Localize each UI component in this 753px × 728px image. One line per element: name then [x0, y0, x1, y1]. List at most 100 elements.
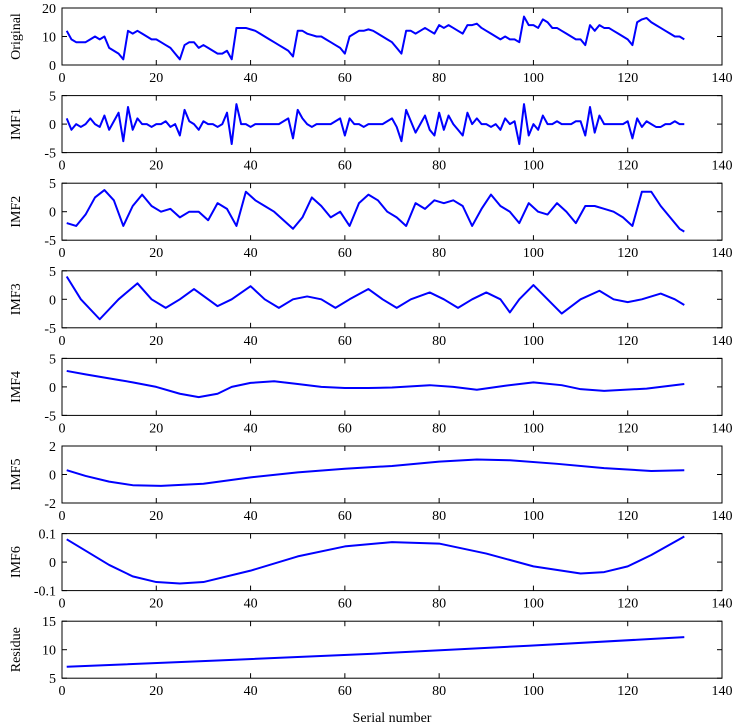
plot-frame — [61, 445, 723, 504]
x-tick-label: 100 — [523, 597, 544, 612]
x-tick-label: 140 — [712, 509, 733, 524]
y-tick-label: 0 — [49, 469, 56, 484]
x-tick-label: 80 — [432, 246, 446, 261]
x-tick-label: 0 — [59, 246, 66, 261]
y-tick-label: 5 — [49, 177, 56, 192]
x-tick-label: 20 — [149, 246, 163, 261]
data-line — [65, 15, 685, 61]
x-tick-label: 120 — [617, 509, 638, 524]
y-tick-label: 0 — [49, 381, 56, 396]
x-tick-label: 0 — [59, 421, 66, 436]
y-tick-label: 0 — [49, 59, 56, 74]
x-tick-label: 80 — [432, 71, 446, 86]
x-tick-label: 120 — [617, 246, 638, 261]
y-tick-label: 2 — [49, 440, 56, 455]
data-line — [66, 636, 685, 668]
x-tick-label: 60 — [338, 334, 352, 349]
x-tick-label: 120 — [617, 421, 638, 436]
data-line — [66, 458, 685, 487]
x-tick-label: 100 — [523, 421, 544, 436]
x-tick-label: 0 — [59, 597, 66, 612]
x-tick-label: 20 — [149, 334, 163, 349]
x-tick-label: 0 — [59, 159, 66, 174]
data-line — [66, 189, 685, 233]
x-tick-label: 40 — [244, 509, 258, 524]
x-axis-label: Serial number — [353, 711, 432, 726]
x-tick-label: 80 — [432, 334, 446, 349]
subplot: 0 20 40 60 80 100 120 140 0 10 20 Original — [9, 2, 733, 86]
y-tick-label: 20 — [42, 2, 56, 17]
x-tick-label: 80 — [432, 597, 446, 612]
x-tick-label: 40 — [244, 159, 258, 174]
x-tick-label: 60 — [338, 597, 352, 612]
x-tick-label: 100 — [523, 334, 544, 349]
y-tick-label: -0.1 — [34, 585, 56, 600]
x-tick-label: 120 — [617, 684, 638, 699]
x-tick-label: 140 — [712, 159, 733, 174]
y-tick-label: 0 — [49, 206, 56, 221]
y-tick-label: -5 — [44, 409, 56, 424]
x-tick-label: 40 — [244, 684, 258, 699]
x-tick-label: 20 — [149, 509, 163, 524]
x-tick-label: 140 — [712, 684, 733, 699]
x-tick-label: 0 — [59, 509, 66, 524]
y-tick-label: 0 — [49, 293, 56, 308]
x-tick-label: 100 — [523, 159, 544, 174]
x-tick-label: 100 — [523, 684, 544, 699]
x-tick-label: 120 — [617, 334, 638, 349]
x-tick-label: 140 — [712, 421, 733, 436]
y-tick-label: 0 — [49, 556, 56, 571]
y-axis-label: Residue — [9, 627, 24, 672]
x-tick-label: 0 — [59, 71, 66, 86]
x-tick-label: 80 — [432, 509, 446, 524]
y-tick-label: -5 — [44, 147, 56, 162]
data-line — [66, 369, 685, 399]
y-tick-label: 5 — [49, 672, 56, 687]
y-axis-label: IMF4 — [9, 371, 24, 403]
x-tick-label: 20 — [149, 421, 163, 436]
x-tick-label: 40 — [244, 246, 258, 261]
y-axis-label: IMF6 — [9, 546, 24, 578]
x-tick-label: 100 — [523, 509, 544, 524]
x-tick-label: 40 — [244, 71, 258, 86]
x-tick-label: 0 — [59, 334, 66, 349]
y-tick-label: -5 — [44, 234, 56, 249]
x-tick-label: 60 — [338, 509, 352, 524]
x-tick-label: 40 — [244, 421, 258, 436]
x-tick-label: 60 — [338, 246, 352, 261]
plot-frame — [61, 620, 723, 679]
y-axis-label: Original — [9, 13, 24, 60]
y-tick-label: 10 — [42, 644, 56, 659]
x-tick-label: 140 — [712, 71, 733, 86]
x-tick-label: 100 — [523, 71, 544, 86]
y-tick-label: 5 — [49, 352, 56, 367]
x-tick-label: 60 — [338, 684, 352, 699]
x-tick-label: 20 — [149, 684, 163, 699]
y-tick-label: 0.1 — [39, 528, 57, 543]
data-line — [65, 103, 685, 146]
y-tick-label: 0 — [49, 118, 56, 133]
y-tick-label: -2 — [44, 497, 56, 512]
x-tick-label: 120 — [617, 159, 638, 174]
x-tick-label: 60 — [338, 159, 352, 174]
subplot: 0 20 40 60 80 100 120 140 5 10 15 Residue Serial num… — [9, 615, 733, 726]
x-tick-label: 100 — [523, 246, 544, 261]
y-tick-label: 15 — [42, 615, 56, 630]
x-tick-label: 140 — [712, 246, 733, 261]
x-tick-label: 140 — [712, 597, 733, 612]
y-tick-label: 5 — [49, 90, 56, 105]
y-tick-label: -5 — [44, 322, 56, 337]
plot-frame — [61, 270, 723, 329]
x-tick-label: 140 — [712, 334, 733, 349]
y-tick-label: 10 — [42, 31, 56, 46]
y-axis-label: IMF1 — [9, 108, 24, 140]
x-tick-label: 60 — [338, 421, 352, 436]
x-tick-label: 80 — [432, 159, 446, 174]
